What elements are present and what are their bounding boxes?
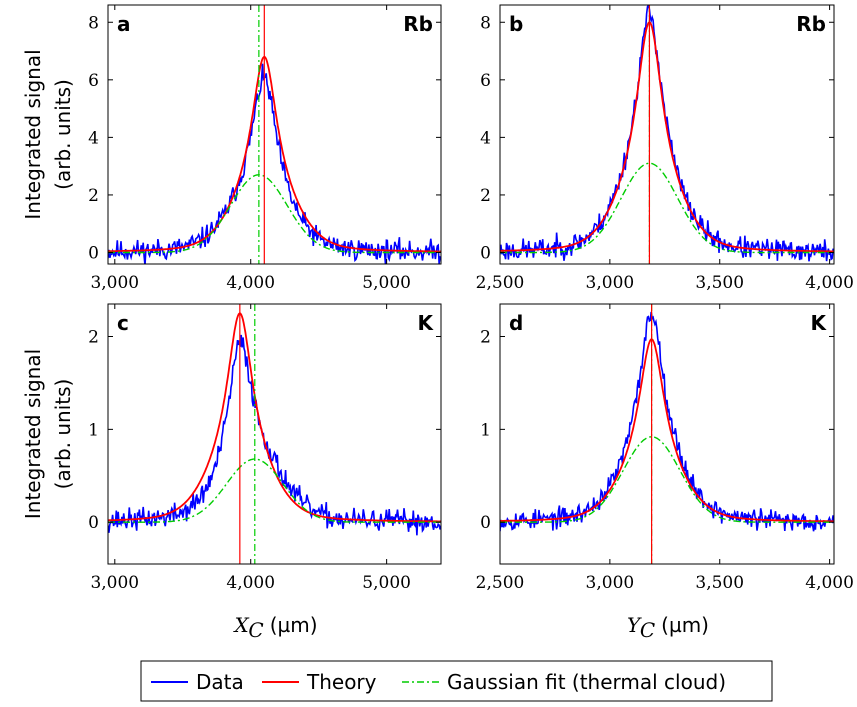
y-axis-label-line1: Integrated signal	[21, 349, 45, 519]
y-tick-label: 8	[480, 13, 491, 33]
y-tick-label: 1	[480, 420, 491, 440]
gaussian-fit-line	[500, 162, 834, 254]
x-tick-label: 2,500	[476, 273, 525, 293]
legend-label-data: Data	[196, 670, 244, 694]
data-line	[500, 311, 834, 532]
panel-d: 2,500 3,000 3,500 4,000 0 1 2d K	[476, 303, 854, 593]
y-tick-label: 4	[480, 128, 491, 148]
panel-label: d	[509, 311, 523, 335]
species-label: Rb	[796, 12, 826, 36]
plot-area	[500, 5, 834, 264]
x-axis-label-left-var: X	[232, 613, 249, 637]
axes-frame	[499, 303, 835, 565]
species-label: K	[418, 311, 435, 335]
theory-line	[500, 21, 834, 253]
y-tick-label: 0	[88, 243, 99, 263]
y-tick-label: 2	[88, 328, 99, 348]
gaussian-fit-line	[500, 436, 834, 523]
x-tick-label: 3,500	[695, 573, 744, 593]
x-tick-label: 4,000	[805, 573, 854, 593]
x-tick-label: 3,000	[586, 573, 635, 593]
gaussian-fit-line	[108, 458, 441, 523]
theory-line	[500, 338, 834, 523]
panel-b: 2,500 3,000 3,500 4,000 0 2 4 6 8 b Rb	[476, 4, 854, 293]
axes-frame	[499, 4, 835, 265]
y-axis-label-line2: (arb. units)	[51, 79, 75, 190]
plot-area	[500, 304, 834, 564]
y-tick-label: 0	[480, 243, 491, 263]
panel-c: 3,000 4,000 5,000 0 1 2c K Integrated signal (ar…	[21, 303, 442, 593]
data-line	[108, 63, 441, 264]
y-axis-label: Integrated signal (arb. units)	[21, 49, 75, 219]
x-tick-label: 5,000	[362, 273, 411, 293]
data-line	[108, 334, 441, 536]
y-tick-label: 0	[480, 513, 491, 533]
legend-box	[140, 660, 773, 702]
species-label: K	[811, 311, 828, 335]
x-tick-label: 4,000	[226, 573, 275, 593]
y-tick-label: 2	[480, 328, 491, 348]
x-tick-label: 3,000	[586, 273, 635, 293]
y-tick-label: 2	[88, 186, 99, 206]
y-tick-label: 6	[88, 71, 99, 91]
legend-label-theory: Theory	[306, 670, 377, 694]
y-tick-label: 4	[88, 128, 99, 148]
x-tick-label: 4,000	[805, 273, 854, 293]
panel-a: 3,000 4,000 5,000 0 2 4 6 8 a Rb Integrated signal…	[21, 4, 442, 293]
theory-line	[108, 312, 441, 523]
theory-line	[108, 55, 441, 253]
svg-text:XC(µm): XC (µm)	[232, 613, 317, 642]
data-line	[500, 5, 834, 262]
y-axis-label-line1: Integrated signal	[21, 49, 45, 219]
y-tick-label: 8	[88, 13, 99, 33]
x-axis-label-left-sub: C	[248, 618, 263, 642]
x-axis-label-left: XC (µm)	[232, 613, 317, 642]
plot-area	[108, 5, 441, 264]
gaussian-fit-line	[108, 174, 441, 254]
y-tick-label: 1	[88, 420, 99, 440]
axes-frame	[107, 303, 442, 565]
x-tick-label: 2,500	[476, 573, 525, 593]
x-axis-label-left-unit: (µm)	[270, 613, 318, 637]
panel-label: c	[117, 311, 129, 335]
x-axis-label-right: YC (µm)	[627, 613, 709, 642]
x-axis-label-right-var: Y	[627, 613, 642, 637]
y-axis-label: Integrated signal (arb. units)	[21, 349, 75, 519]
plot-area	[108, 304, 441, 564]
panel-label: b	[509, 12, 523, 36]
x-tick-label: 3,000	[90, 573, 139, 593]
x-axis-label-right-sub: C	[640, 618, 655, 642]
legend-label-gaussian: Gaussian fit (thermal cloud)	[447, 670, 726, 694]
species-label: Rb	[403, 12, 433, 36]
svg-text:YC(µm): YC (µm)	[627, 613, 709, 642]
y-tick-label: 0	[88, 513, 99, 533]
legend: Data Theory Gaussian fit (thermal cloud)	[140, 660, 773, 702]
y-tick-label: 6	[480, 71, 491, 91]
x-tick-label: 3,000	[90, 273, 139, 293]
y-axis-label-line2: (arb. units)	[51, 379, 75, 490]
panel-label: a	[117, 12, 131, 36]
axes-frame	[107, 4, 442, 265]
x-axis-label-right-unit: (µm)	[661, 613, 709, 637]
x-tick-label: 5,000	[362, 573, 411, 593]
x-tick-label: 3,500	[695, 273, 744, 293]
y-tick-label: 2	[480, 186, 491, 206]
x-tick-label: 4,000	[226, 273, 275, 293]
